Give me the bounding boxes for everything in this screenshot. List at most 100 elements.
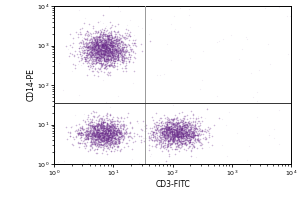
Point <box>96 53 101 57</box>
Point <box>77 52 82 56</box>
Point <box>106 37 111 40</box>
Point <box>182 141 187 145</box>
Point <box>156 131 161 134</box>
Point <box>162 127 167 130</box>
Point <box>161 129 166 132</box>
Point <box>112 126 117 129</box>
Point <box>103 44 107 47</box>
Point <box>108 62 113 65</box>
Point <box>104 133 109 136</box>
Point <box>91 142 95 145</box>
Point <box>94 55 99 59</box>
Point <box>118 131 123 134</box>
Point <box>106 134 111 137</box>
Point <box>91 110 96 113</box>
Point <box>101 34 106 38</box>
Point <box>216 39 221 43</box>
Point <box>99 127 103 130</box>
Point <box>175 133 180 136</box>
Point <box>114 48 119 52</box>
Point <box>101 135 106 138</box>
Point <box>170 117 175 120</box>
Point <box>196 128 201 132</box>
Point <box>98 137 103 141</box>
Point <box>89 125 94 128</box>
Point <box>95 136 100 139</box>
Point <box>97 67 101 70</box>
Point <box>189 145 194 148</box>
Point <box>198 121 203 124</box>
Point <box>110 134 115 137</box>
Point <box>107 40 112 43</box>
Point <box>162 131 167 135</box>
Point <box>92 125 96 129</box>
Point <box>101 28 106 32</box>
Point <box>96 50 101 53</box>
Point <box>173 141 178 144</box>
Point <box>170 131 175 134</box>
Point <box>92 127 97 131</box>
Point <box>96 123 101 126</box>
Point <box>102 66 106 69</box>
Point <box>95 42 100 45</box>
Point <box>101 58 106 61</box>
Point <box>184 135 189 138</box>
Point <box>101 49 106 52</box>
Point <box>87 42 92 45</box>
Point <box>86 137 91 141</box>
Point <box>91 40 96 44</box>
Point <box>183 122 188 125</box>
Point <box>106 64 111 67</box>
Point <box>165 142 170 145</box>
Point <box>186 120 191 124</box>
Point <box>154 136 159 139</box>
Point <box>94 147 99 151</box>
Point <box>166 140 170 143</box>
Point <box>118 131 123 134</box>
Point <box>103 43 108 46</box>
Point <box>101 130 106 133</box>
Point <box>89 134 94 138</box>
Point <box>115 134 120 137</box>
Point <box>93 41 98 44</box>
Point <box>118 48 122 51</box>
Point <box>184 133 189 136</box>
Point <box>178 134 183 137</box>
Point <box>169 137 174 140</box>
Point <box>101 121 106 124</box>
Point <box>90 51 94 55</box>
Point <box>121 127 125 130</box>
Point <box>197 130 202 133</box>
Point <box>160 126 165 129</box>
Point <box>109 131 114 134</box>
Point <box>106 52 110 55</box>
Point <box>111 136 116 139</box>
Point <box>104 25 109 28</box>
Point <box>112 49 116 53</box>
Point <box>94 111 98 114</box>
Point <box>91 50 96 53</box>
Point <box>94 48 99 51</box>
Point <box>186 121 191 125</box>
Point <box>169 134 174 138</box>
Point <box>152 124 157 127</box>
Point <box>114 37 118 40</box>
Point <box>110 120 114 123</box>
Point <box>94 35 99 38</box>
Point <box>112 130 117 133</box>
Point <box>105 54 110 57</box>
Point <box>195 124 200 128</box>
Point <box>92 41 97 45</box>
Point <box>98 131 103 134</box>
Point <box>107 120 112 123</box>
Point <box>113 40 118 43</box>
Point <box>180 133 185 136</box>
Point <box>94 41 99 45</box>
Point <box>105 49 110 52</box>
Point <box>178 133 183 136</box>
Point <box>97 61 102 64</box>
Point <box>88 131 93 135</box>
Point <box>166 126 171 129</box>
Point <box>183 132 188 135</box>
Point <box>104 42 109 45</box>
